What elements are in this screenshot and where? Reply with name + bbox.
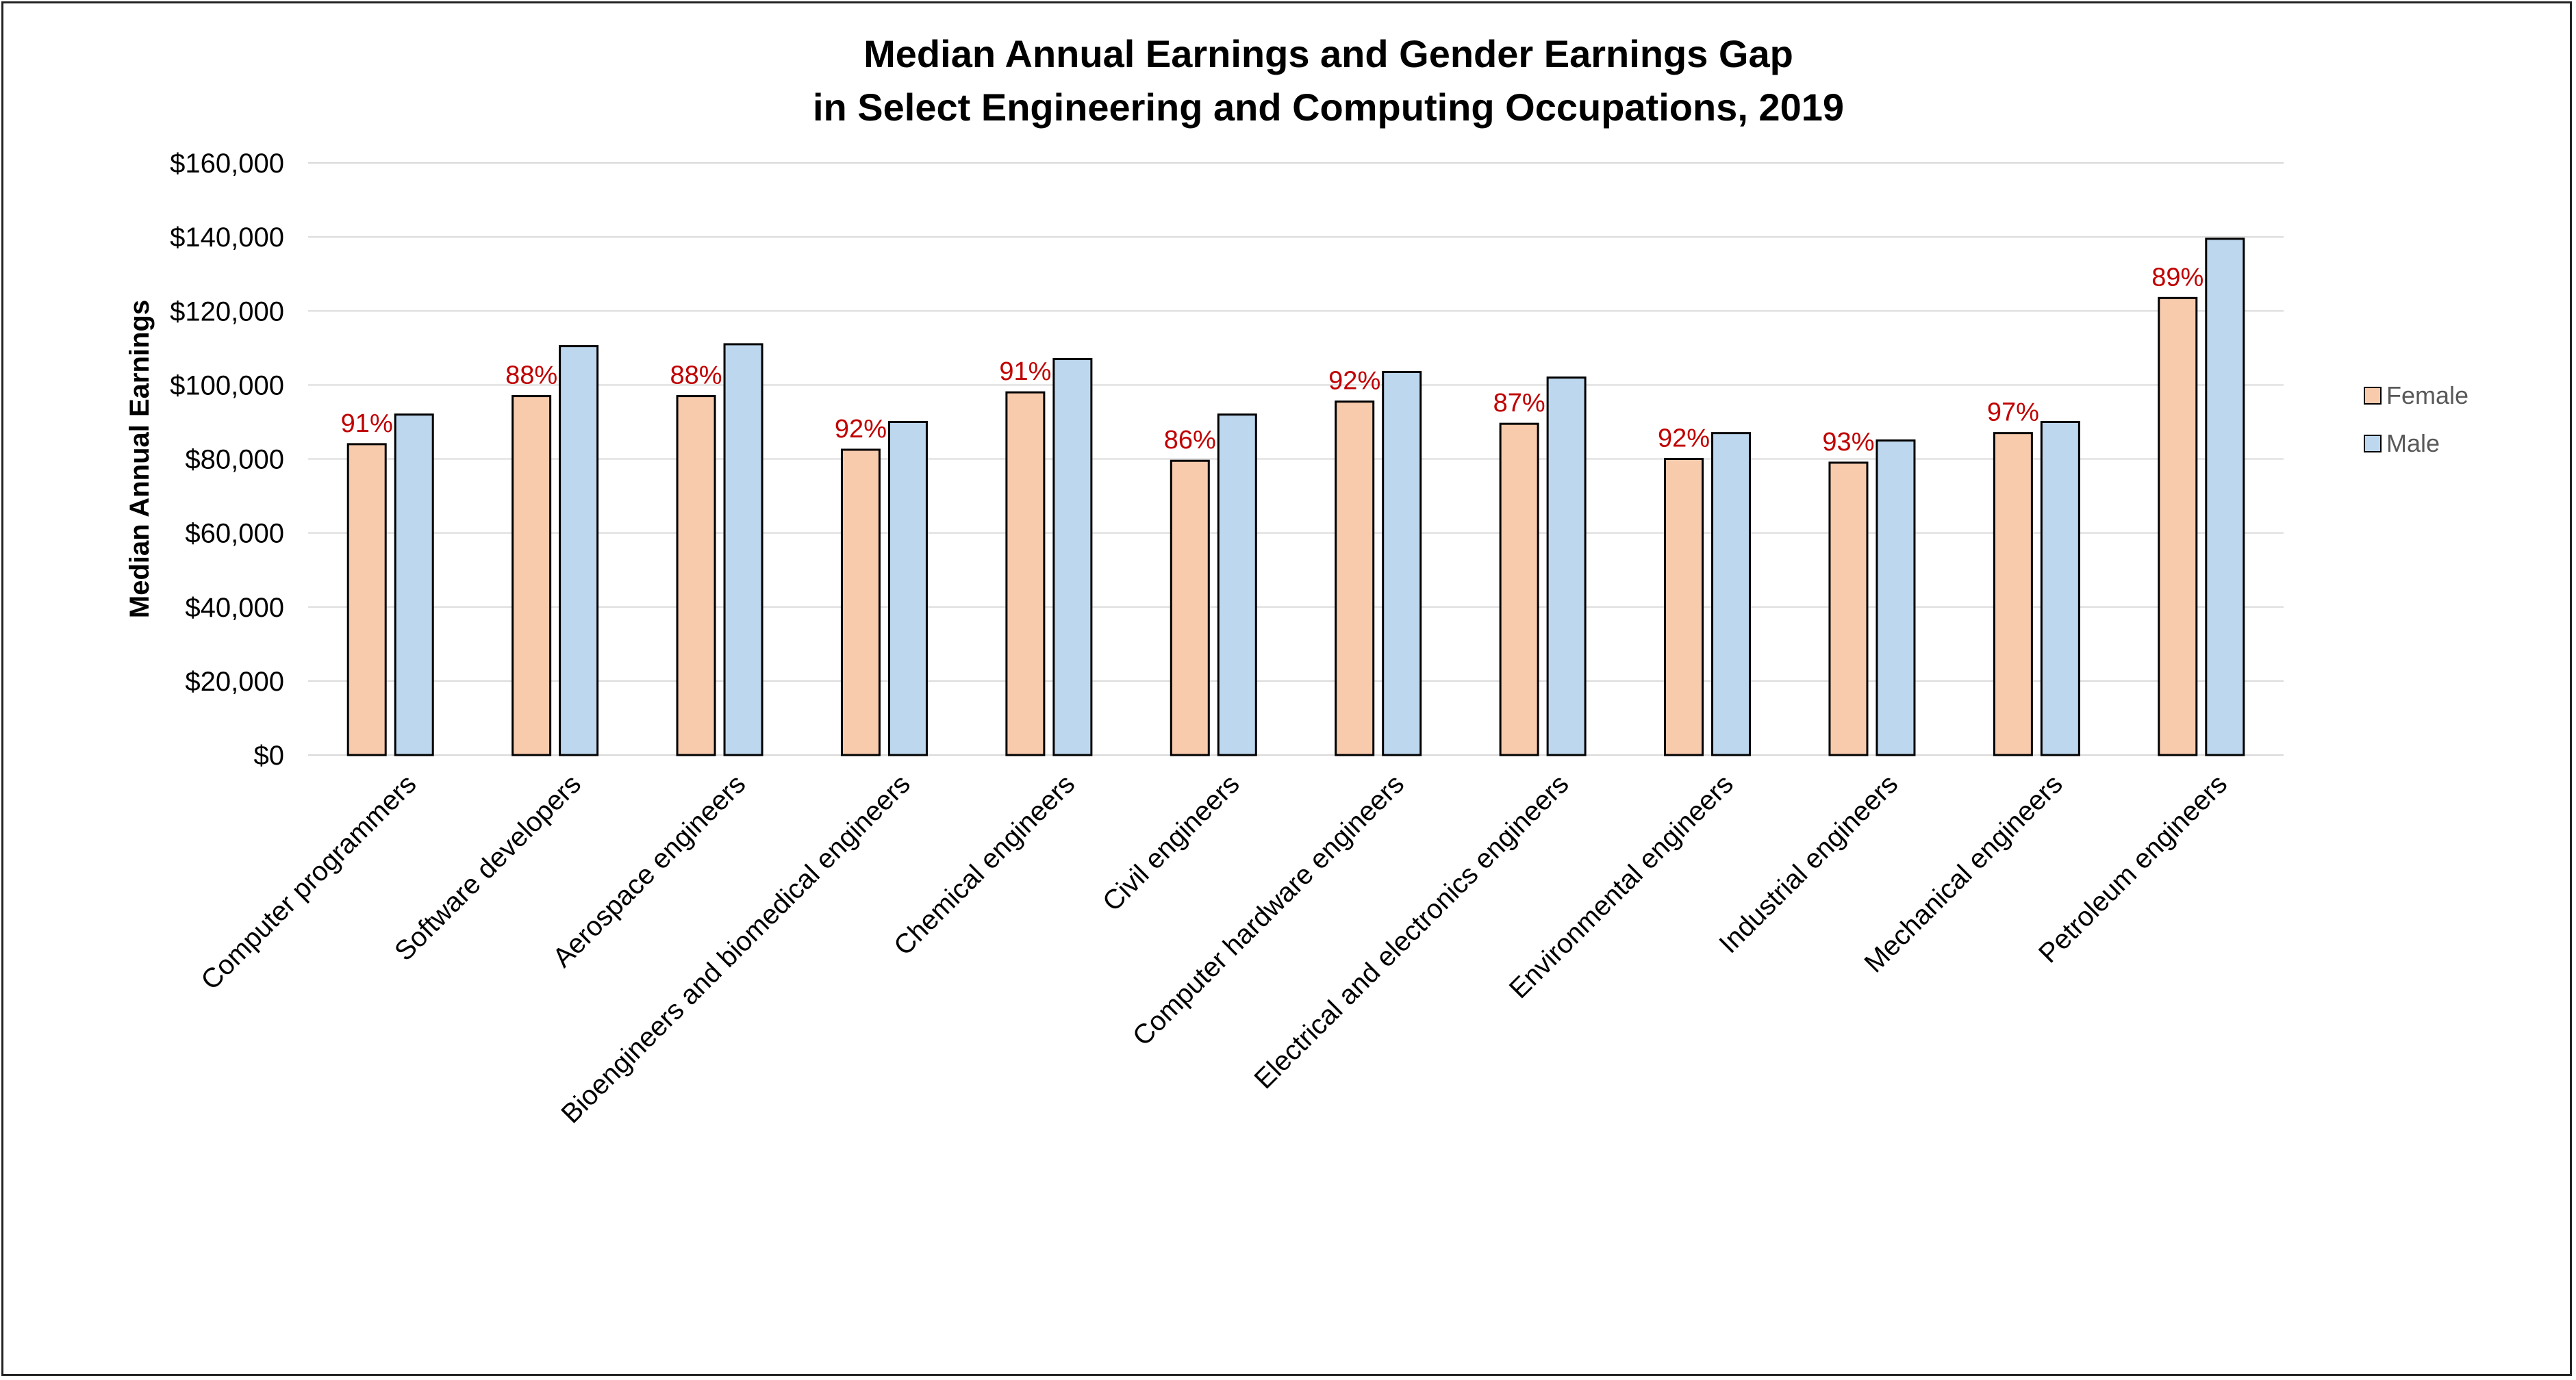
gap-percent-label: 91% bbox=[999, 357, 1051, 386]
bar-chart: Median Annual Earnings and Gender Earnin… bbox=[125, 32, 2468, 1129]
y-tick-label: $140,000 bbox=[170, 222, 284, 253]
y-tick-label: $80,000 bbox=[185, 445, 284, 475]
chart-title-line: in Select Engineering and Computing Occu… bbox=[813, 86, 1844, 129]
y-tick-label: $100,000 bbox=[170, 370, 284, 400]
bar-male bbox=[1711, 432, 1752, 756]
bar-male bbox=[559, 345, 599, 756]
bar-male bbox=[2205, 238, 2245, 756]
bar-female bbox=[1828, 461, 1869, 756]
bar-female bbox=[1005, 391, 1046, 756]
bar-female bbox=[1170, 459, 1210, 756]
bar-male bbox=[1876, 439, 1916, 756]
bar-male bbox=[1546, 376, 1587, 756]
gap-percent-label: 93% bbox=[1822, 428, 1874, 457]
x-tick-label: Computer programmers bbox=[195, 769, 422, 995]
bar-male bbox=[2040, 420, 2080, 756]
x-tick-label: Civil engineers bbox=[1097, 769, 1246, 917]
gap-percent-label: 92% bbox=[835, 415, 887, 444]
gap-percent-label: 89% bbox=[2151, 263, 2204, 292]
bar-male bbox=[1382, 370, 1422, 756]
y-tick-label: $40,000 bbox=[185, 593, 284, 623]
bar-male bbox=[1052, 358, 1093, 756]
legend-label: Female bbox=[2386, 381, 2468, 409]
bar-female bbox=[1499, 422, 1539, 756]
gap-percent-label: 88% bbox=[670, 361, 722, 390]
y-tick-label: $20,000 bbox=[185, 667, 284, 697]
y-tick-label: $160,000 bbox=[170, 149, 284, 179]
bar-female bbox=[840, 448, 881, 756]
y-axis-label: Median Annual Earnings bbox=[125, 300, 155, 618]
gap-percent-label: 92% bbox=[1658, 424, 1710, 453]
bar-male bbox=[1217, 413, 1257, 756]
x-tick-label: Electrical and electronics engineers bbox=[1248, 769, 1574, 1095]
y-tick-label: $120,000 bbox=[170, 296, 284, 327]
y-axis-title: Median Annual Earnings bbox=[125, 300, 155, 618]
legend-swatch-female bbox=[2364, 387, 2382, 405]
x-tick-label: Petroleum engineers bbox=[2033, 769, 2233, 969]
bar-male bbox=[723, 343, 763, 756]
bars bbox=[346, 238, 2245, 756]
legend-swatch-male bbox=[2364, 435, 2382, 452]
gap-percent-label: 86% bbox=[1164, 426, 1216, 455]
legend-label: Male bbox=[2386, 429, 2440, 457]
chart-title: Median Annual Earnings and Gender Earnin… bbox=[813, 32, 1844, 129]
gap-percent-label: 91% bbox=[341, 409, 393, 438]
bar-female bbox=[676, 395, 716, 756]
x-tick-label: Bioengineers and biomedical engineers bbox=[555, 769, 916, 1129]
gap-percent-label: 87% bbox=[1493, 389, 1545, 418]
y-tick-label: $0 bbox=[254, 741, 285, 771]
bar-female bbox=[1993, 432, 2033, 756]
bar-female bbox=[2158, 296, 2198, 756]
gap-percent-label: 88% bbox=[505, 361, 557, 390]
bar-female bbox=[1335, 400, 1375, 756]
bar-female bbox=[512, 395, 552, 756]
x-tick-label: Software developers bbox=[389, 769, 587, 967]
y-axis-ticks: $0 $20,000 $40,000 $60,000 $80,000 $100,000 $1… bbox=[170, 149, 284, 771]
chart-title-line: Median Annual Earnings and Gender Earnin… bbox=[863, 32, 1793, 75]
gap-percent-label: 97% bbox=[1987, 398, 2039, 427]
x-tick-label: Industrial engineers bbox=[1713, 769, 1904, 959]
gap-percent-label: 92% bbox=[1328, 367, 1380, 396]
bar-female bbox=[346, 443, 387, 756]
gridlines bbox=[308, 162, 2284, 756]
bar-female bbox=[1664, 458, 1704, 756]
legend: Female Male bbox=[2364, 381, 2468, 457]
y-tick-label: $60,000 bbox=[185, 519, 284, 549]
gap-labels: 91% 88% 88% 92% 91% 86% 92% 87% 92% 93% 97% 89% bbox=[341, 263, 2204, 457]
bar-male bbox=[887, 420, 928, 756]
x-tick-label: Chemical engineers bbox=[888, 769, 1081, 961]
bar-male bbox=[394, 413, 434, 756]
x-tick-label: Computer hardware engineers bbox=[1127, 769, 1410, 1051]
